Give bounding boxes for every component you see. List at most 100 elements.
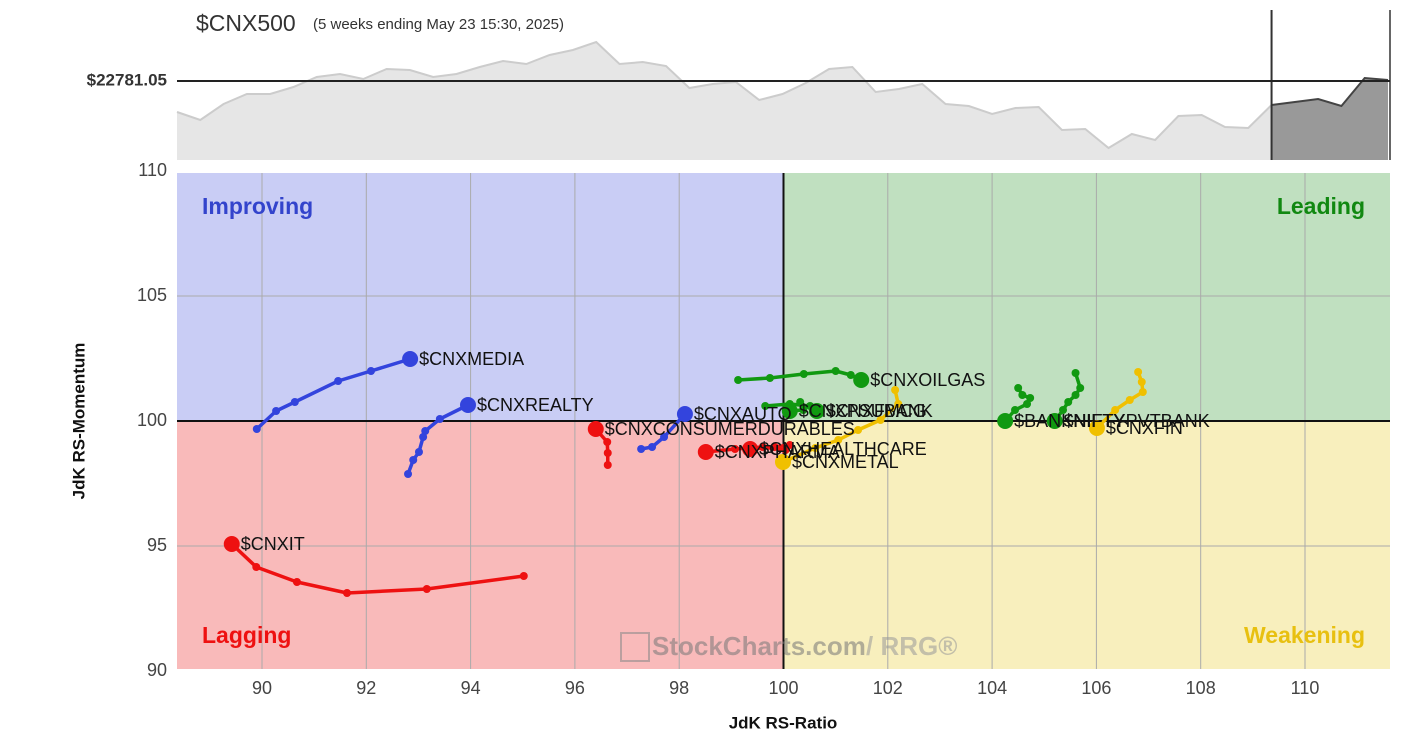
- watermark-text: StockCharts.com: [652, 631, 866, 661]
- trail-point: [1059, 406, 1068, 414]
- trail-point: [734, 376, 743, 384]
- quadrant: [783, 173, 1390, 421]
- x-tick-label: 102: [873, 678, 903, 698]
- y-tick-label: 100: [137, 410, 167, 430]
- trail-point: [796, 398, 805, 406]
- trail-head: [1088, 420, 1105, 436]
- trail-point: [1125, 396, 1134, 404]
- quadrant-label: Lagging: [202, 622, 291, 648]
- trail-line: [594, 427, 610, 465]
- x-tick-label: 94: [461, 678, 481, 698]
- x-tick-label: 98: [669, 678, 689, 698]
- x-tick-label: 100: [768, 678, 798, 698]
- trail-head: [223, 536, 240, 552]
- trail-line: [255, 357, 411, 431]
- x-tick-label: 108: [1186, 678, 1216, 698]
- trail-point: [334, 377, 343, 385]
- series-label: $CNXMETAL: [792, 452, 899, 472]
- watermark-icon: [620, 632, 650, 662]
- y-axis-label: JdK RS-Momentum: [69, 343, 88, 500]
- y-tick-label: 95: [147, 535, 167, 555]
- trail-point: [1138, 388, 1147, 396]
- trail-point: [1018, 391, 1027, 399]
- y-tick-label: 110: [138, 160, 167, 180]
- quadrant: [783, 421, 1390, 669]
- trail-point: [834, 436, 843, 444]
- trail-point: [891, 386, 900, 394]
- x-axis-label: JdK RS-Ratio: [729, 713, 838, 732]
- reference-label: $22781.05: [87, 70, 167, 89]
- series-label: $CNXPSUBANK: [799, 401, 933, 421]
- trail-point: [292, 578, 301, 586]
- series-label: $CNXCONSUMERDURABLES: [605, 419, 855, 439]
- trail-point: [831, 367, 840, 375]
- trail-point: [519, 572, 528, 580]
- series-label: $CNXMEDIA: [419, 349, 524, 369]
- trail-point: [252, 425, 261, 433]
- trail-head: [1046, 413, 1063, 429]
- series-label: $CNXAUTO: [694, 404, 792, 424]
- trail-line: [230, 542, 525, 595]
- trail-head: [808, 403, 825, 419]
- trail-point: [660, 433, 669, 441]
- trail-point: [765, 374, 774, 382]
- trail-point: [422, 585, 431, 593]
- y-tick-label: 90: [147, 660, 167, 680]
- trail-point: [1026, 394, 1035, 402]
- series-label: $CNXHEALTHCARE: [759, 439, 927, 459]
- x-tick-label: 90: [252, 678, 272, 698]
- trail-point: [637, 445, 646, 453]
- trail-point: [435, 415, 444, 423]
- trail-point: [366, 367, 375, 375]
- price-title: $CNX500: [196, 10, 296, 36]
- trail-point: [603, 438, 612, 446]
- price-line: [176, 40, 1273, 150]
- trail-point: [854, 426, 863, 434]
- trail-point: [799, 370, 808, 378]
- trail-point: [811, 444, 820, 452]
- trail-point: [1011, 406, 1020, 414]
- x-tick-label: 92: [356, 678, 376, 698]
- x-tick-label: 110: [1291, 678, 1320, 698]
- trail-point: [1064, 398, 1073, 406]
- trail-point: [1071, 391, 1080, 399]
- trail-point: [603, 461, 612, 469]
- trail-point: [761, 402, 770, 410]
- trail-point: [1134, 368, 1143, 376]
- series-label: $BANKNIFTY: [1014, 411, 1125, 431]
- y-tick-label: 105: [137, 285, 167, 305]
- trail-point: [1071, 369, 1080, 377]
- trail-point: [419, 433, 428, 441]
- trail-line: [640, 412, 687, 451]
- price-line-recent: [1271, 76, 1389, 108]
- trail-point: [1023, 400, 1032, 408]
- quadrant-label: Leading: [1277, 193, 1365, 219]
- series-label: $CNXIT: [241, 534, 305, 554]
- trail-head: [676, 406, 693, 422]
- trail-point: [1137, 378, 1146, 386]
- trail-point: [272, 407, 281, 415]
- series-label: $CNXREALTY: [477, 395, 594, 415]
- quadrant: [177, 421, 784, 669]
- watermark-text: / RRG®: [866, 631, 957, 661]
- x-tick-label: 96: [565, 678, 585, 698]
- trail-head: [587, 421, 604, 437]
- trail-point: [770, 443, 779, 451]
- trail-head: [459, 397, 476, 413]
- trail-point: [731, 445, 740, 453]
- trail-point: [894, 400, 903, 408]
- trail-point: [421, 427, 430, 435]
- trail-point: [603, 449, 612, 457]
- trail-point: [785, 441, 794, 449]
- x-tick-label: 104: [977, 678, 1007, 698]
- trail-point: [1111, 406, 1120, 414]
- trail-head: [742, 441, 759, 457]
- trail-point: [343, 589, 352, 597]
- x-tick-label: 106: [1081, 678, 1111, 698]
- series-label: $CNXPHARMA: [715, 442, 840, 462]
- trail-point: [290, 398, 299, 406]
- trail-point: [846, 371, 855, 379]
- series-label: $CNXOILGAS: [870, 370, 985, 390]
- trail-point: [648, 443, 657, 451]
